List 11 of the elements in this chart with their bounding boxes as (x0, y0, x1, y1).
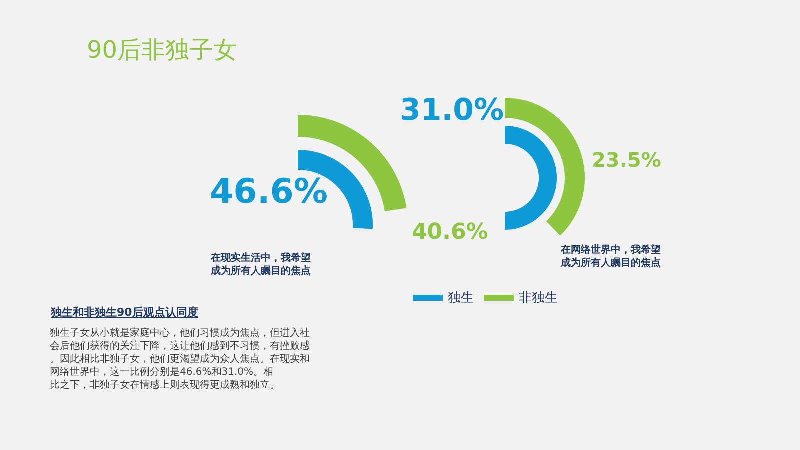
data-label: 31.0% (400, 93, 504, 128)
text: 独生子女从小就是家庭中心，他们习惯成为焦点，但进入社会后他们获得的关注下降，这让他们感到不习惯，有挫败感。因此相比非独子女，他们更渴望成为众人焦点。在现实和网络世界中，这一比例分别是46.6%和31.0%。相比之下，非独子女在情感上则表现得更成熟和独立。 (50, 327, 310, 391)
data-label: 23.5% (592, 148, 662, 172)
data-label: 40.6% (412, 220, 488, 245)
legend-label: 非独生 (519, 291, 558, 306)
text: 90后非独子女 (87, 36, 238, 64)
category-label: 在现实生活中，我希望成为所有人瞩目的焦点 (210, 252, 311, 277)
data-label: 46.6% (210, 172, 328, 212)
category-label: 在网络世界中，我希望成为所有人瞩目的焦点 (560, 244, 661, 269)
legend-label: 独生 (448, 291, 474, 306)
text: 独生和非独生90后观点认同度 (50, 306, 198, 319)
